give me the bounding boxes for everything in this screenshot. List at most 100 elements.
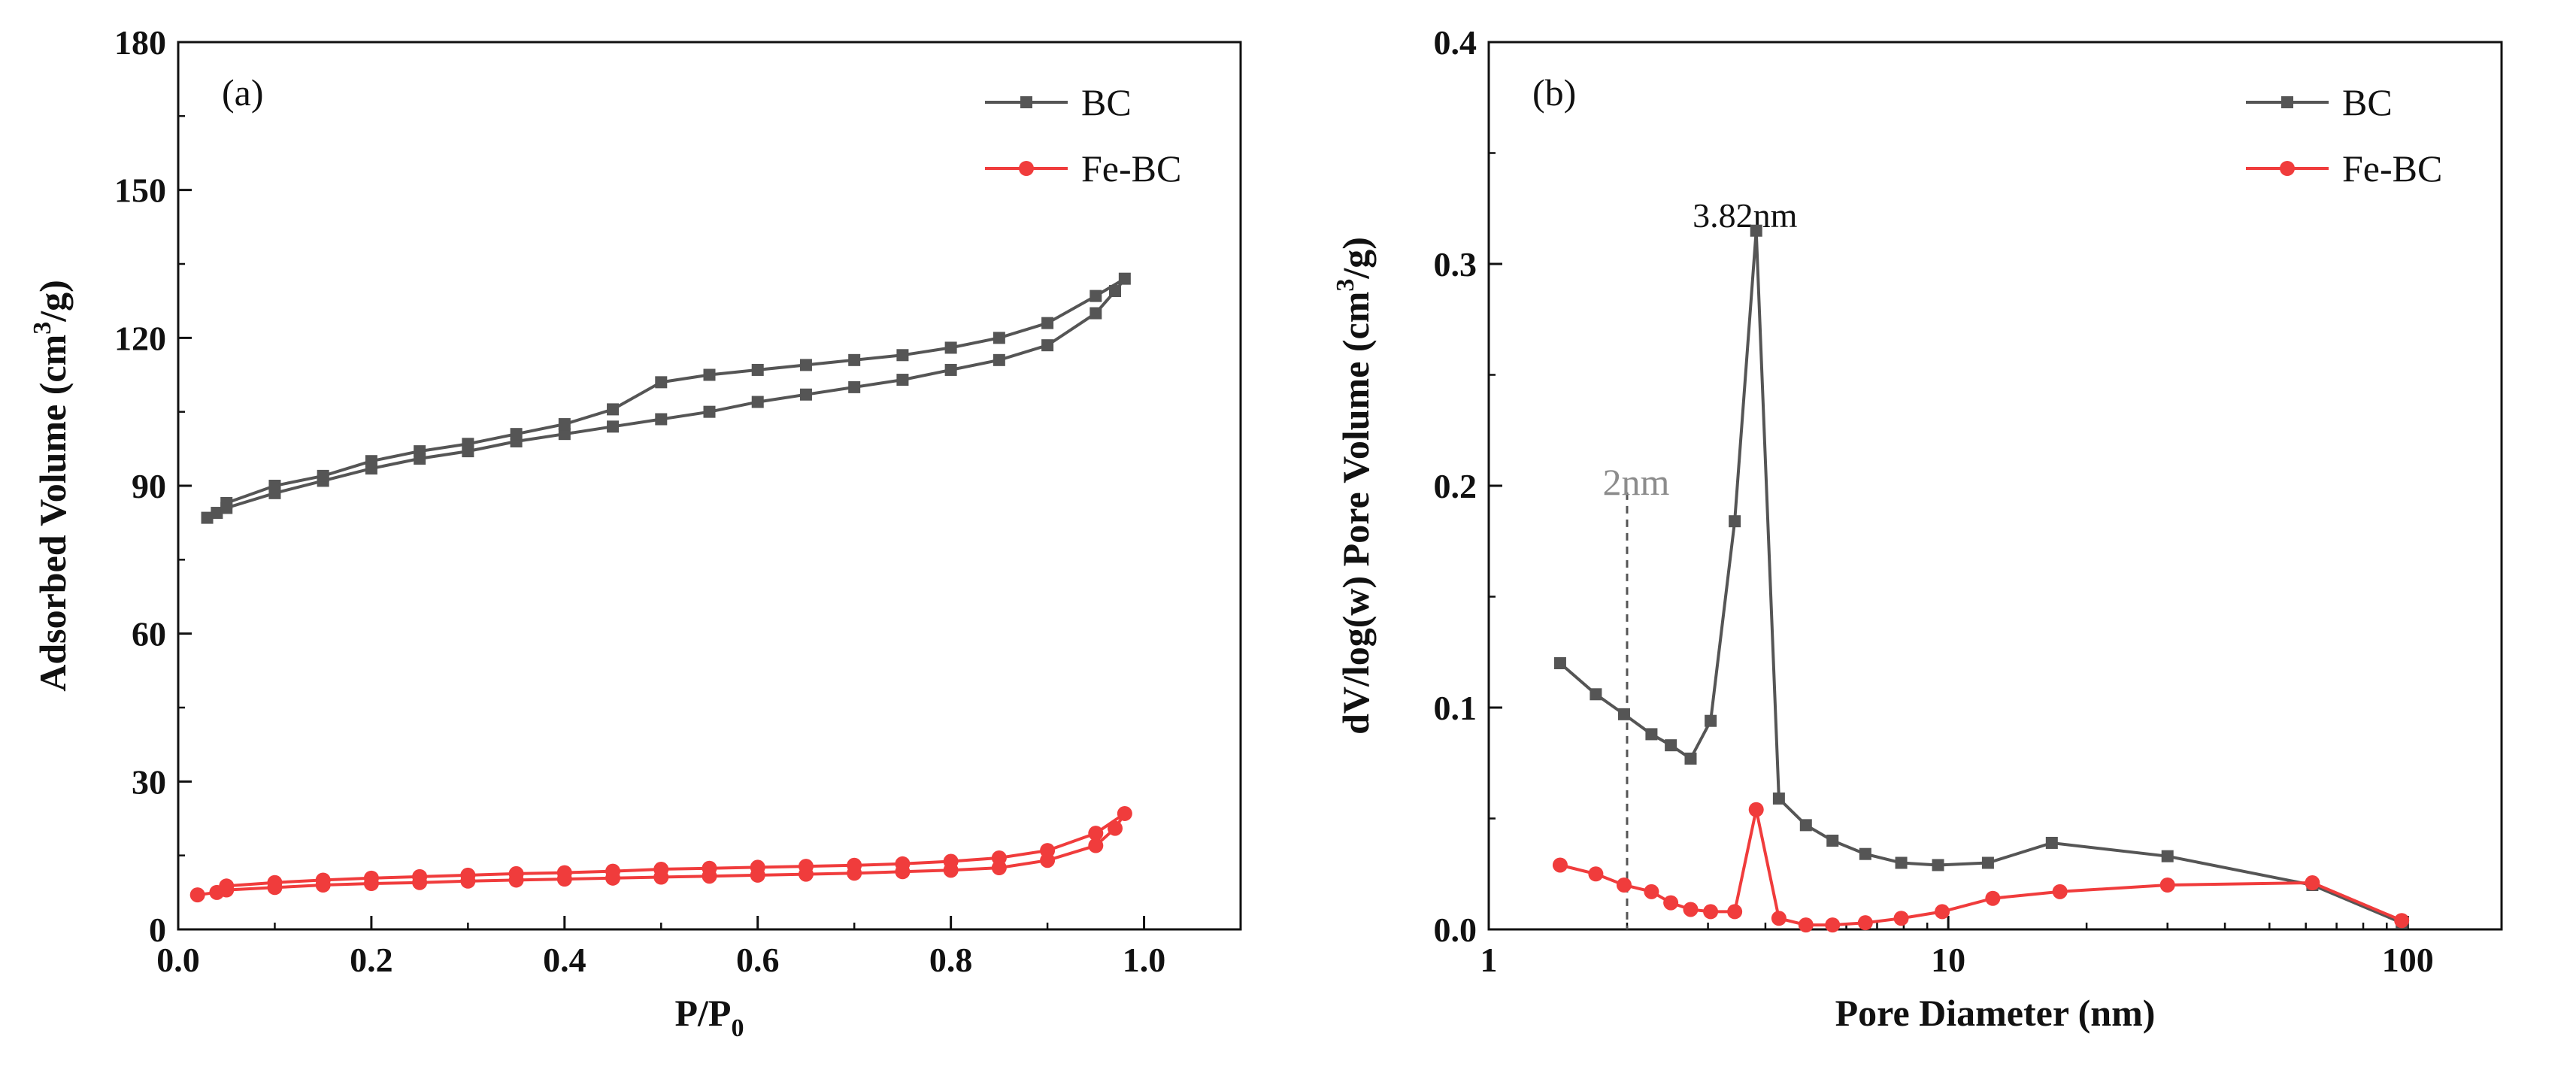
data-point-b-BC	[2161, 850, 2174, 862]
panel-label-b: (b)	[1532, 71, 1576, 114]
data-point-a-Fe-BC	[605, 863, 621, 879]
legend-marker-BC	[1020, 96, 1032, 108]
data-point-a-BC	[848, 380, 861, 393]
y-tick-label-a: 60	[132, 615, 166, 653]
data-point-a-Fe-BC	[1040, 843, 1056, 859]
data-point-a-BC	[944, 341, 957, 354]
data-point-b-Fe-BC	[2159, 878, 2175, 893]
x-tick-label-a: 0.6	[736, 941, 780, 979]
legend-label-Fe-BC: Fe-BC	[2342, 147, 2442, 189]
data-point-a-BC	[655, 376, 668, 389]
panel-b-pore-size-distribution: 1 10 100 0.0 0.1 0.2 0.3 0.4 Pore Diameter (nm) d…	[1332, 23, 2503, 1034]
data-point-a-BC	[799, 388, 812, 401]
series-line-a-BC	[206, 277, 1126, 520]
data-point-b-Fe-BC	[1703, 904, 1719, 920]
legend-marker-Fe-BC	[1019, 161, 1034, 176]
legend-marker-BC	[2281, 96, 2293, 108]
data-point-a-Fe-BC	[508, 865, 524, 881]
y-tick-label-a: 0	[149, 911, 166, 949]
data-point-a-BC	[558, 418, 571, 431]
x-tick-label-a: 0.0	[156, 941, 200, 979]
legend-label-BC: BC	[1081, 81, 1132, 123]
data-point-b-Fe-BC	[1798, 917, 1814, 933]
data-point-a-Fe-BC	[702, 860, 717, 876]
panel-label-a: (a)	[222, 71, 264, 114]
data-point-a-BC	[365, 455, 377, 468]
data-point-a-BC	[1118, 272, 1131, 285]
y-tick-label-b: 0.2	[1434, 467, 1477, 505]
data-point-a-BC	[1089, 289, 1102, 302]
data-point-a-Fe-BC	[798, 859, 814, 875]
data-point-b-BC	[1617, 708, 1630, 720]
data-point-a-BC	[751, 396, 764, 408]
data-point-a-BC	[268, 480, 281, 492]
y-axis-title-superscript: 3	[1332, 279, 1359, 292]
data-point-a-Fe-BC	[750, 859, 765, 875]
annotation-peak-label: 3.82nm	[1693, 196, 1798, 235]
y-axis-title-superscript: 3	[29, 322, 56, 335]
y-tick-label-a: 90	[132, 467, 166, 505]
data-point-b-BC	[1729, 515, 1741, 528]
data-point-a-Fe-BC	[460, 867, 476, 883]
y-axis-title-b: dV/log(w) Pore Volume (cm3/g)	[1332, 237, 1377, 735]
series-line-a-Fe-BC	[197, 812, 1126, 897]
data-point-b-BC	[1932, 859, 1944, 871]
y-axis-title-part: Adsorbed Volume (cm	[32, 335, 74, 692]
data-point-b-Fe-BC	[1588, 866, 1604, 882]
data-point-b-Fe-BC	[1771, 911, 1787, 926]
y-axis-title-part: /g)	[32, 280, 74, 323]
series-line-b-BC	[1559, 230, 2402, 925]
data-point-a-BC	[201, 511, 214, 524]
data-point-a-BC	[944, 363, 957, 376]
data-point-a-Fe-BC	[1088, 838, 1104, 853]
data-point-a-Fe-BC	[943, 853, 959, 869]
data-point-b-Fe-BC	[2305, 875, 2320, 891]
data-point-b-BC	[1826, 835, 1839, 847]
data-point-b-BC	[1553, 657, 1566, 669]
data-point-b-BC	[1859, 847, 1871, 860]
y-tick-label-b: 0.0	[1434, 911, 1477, 949]
data-point-b-BC	[1981, 856, 1994, 869]
x-axis-title-a: P/P0	[675, 992, 744, 1042]
data-point-b-Fe-BC	[1663, 895, 1679, 911]
data-point-b-Fe-BC	[2394, 913, 2410, 929]
data-point-a-BC	[799, 359, 812, 371]
legend-label-Fe-BC: Fe-BC	[1081, 147, 1181, 189]
data-point-b-Fe-BC	[1683, 902, 1699, 917]
data-point-a-Fe-BC	[189, 887, 205, 903]
y-tick-label-a: 150	[114, 171, 166, 210]
data-point-a-Fe-BC	[219, 878, 235, 894]
data-point-b-BC	[1684, 752, 1697, 765]
data-point-b-BC	[1645, 728, 1658, 741]
y-tick-label-b: 0.3	[1434, 245, 1477, 283]
data-point-a-BC	[896, 374, 909, 386]
data-point-a-Fe-BC	[412, 868, 428, 884]
data-point-a-BC	[558, 428, 571, 441]
legend-marker-Fe-BC	[2280, 161, 2295, 176]
data-point-b-Fe-BC	[1935, 904, 1950, 920]
data-point-a-BC	[751, 363, 764, 376]
data-point-a-BC	[703, 405, 716, 418]
x-tick-label-b: 100	[2382, 941, 2434, 979]
y-tick-label-a: 30	[132, 762, 166, 801]
data-point-a-BC	[510, 428, 523, 441]
panel-a-adsorption-isotherm: 0.0 0.2 0.4 0.6 0.8 1.00306090120150180P/P0Ad…	[29, 23, 1242, 1042]
x-tick-label-a: 1.0	[1123, 941, 1166, 979]
y-tick-label-b: 0.1	[1434, 689, 1477, 727]
data-point-a-BC	[1041, 317, 1054, 329]
data-point-a-Fe-BC	[363, 870, 379, 886]
y-axis-title-part: /g)	[1335, 237, 1377, 280]
data-point-a-BC	[1089, 307, 1102, 320]
data-point-b-BC	[2045, 836, 2058, 849]
x-tick-label-a: 0.4	[543, 941, 586, 979]
data-point-a-BC	[848, 353, 861, 366]
data-point-a-BC	[211, 507, 223, 520]
data-point-a-Fe-BC	[1108, 820, 1123, 836]
data-point-b-BC	[1799, 819, 1812, 832]
legend-label-BC: BC	[2342, 81, 2393, 123]
data-point-a-BC	[1109, 285, 1122, 298]
data-point-a-BC	[1041, 339, 1054, 352]
data-point-a-Fe-BC	[556, 865, 572, 881]
x-axis-title-subscript: 0	[731, 1014, 744, 1042]
data-point-a-Fe-BC	[1088, 826, 1104, 841]
